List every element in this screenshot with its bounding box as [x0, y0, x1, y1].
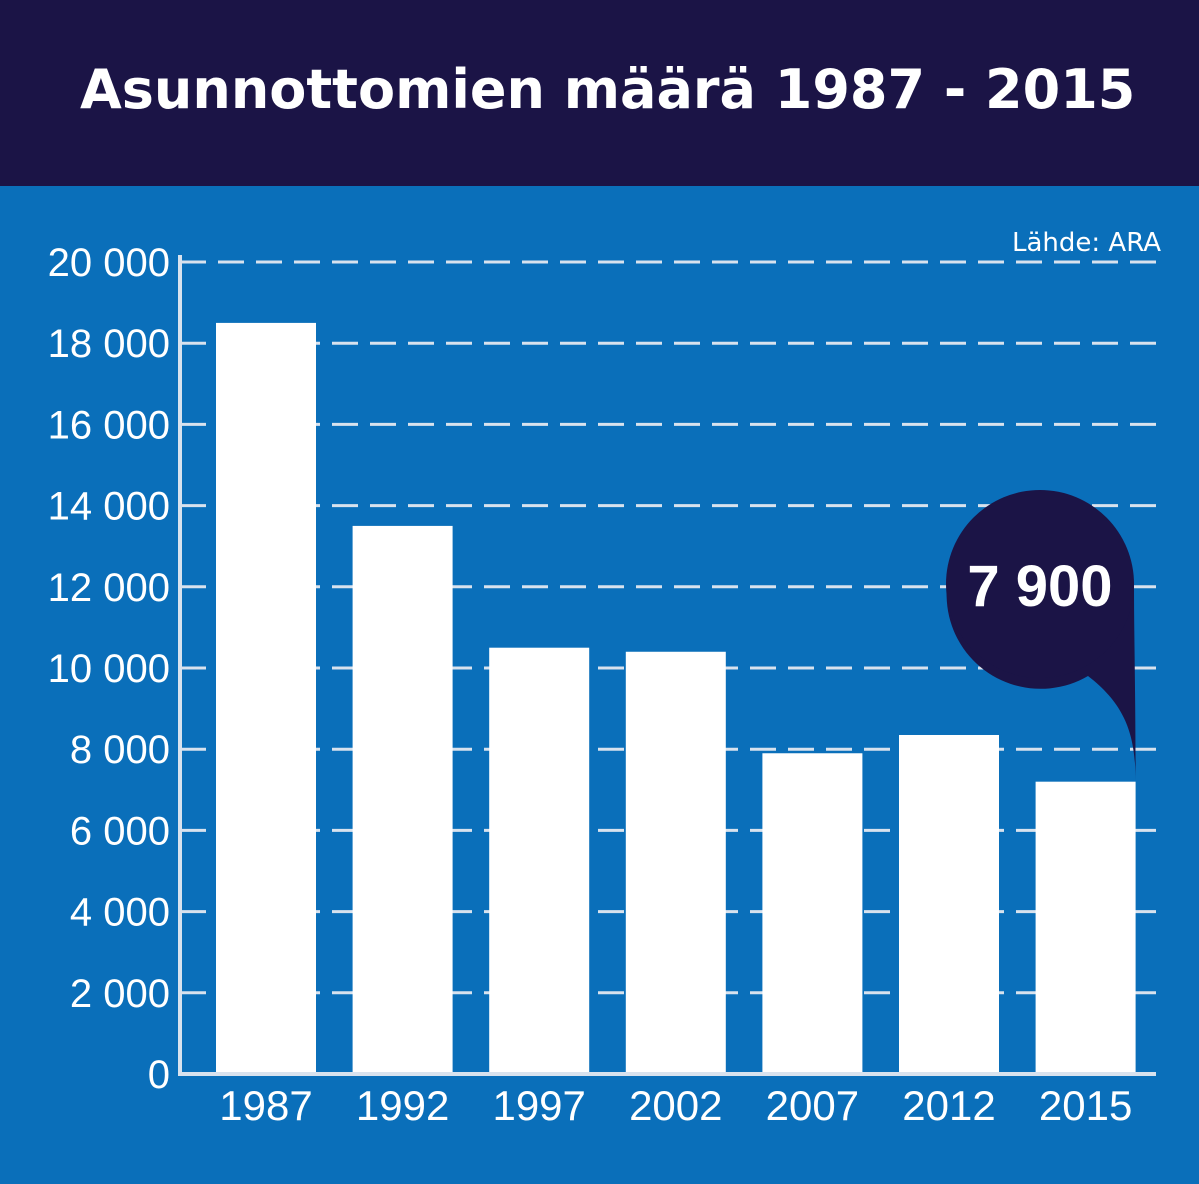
source-label: Lähde: ARA [1011, 228, 1161, 258]
bars [216, 322, 1136, 1074]
y-tick-label: 2 000 [70, 972, 170, 1016]
bar [762, 753, 863, 1074]
y-tick-label: 4 000 [70, 891, 170, 935]
value-callout: 7 900 [946, 490, 1136, 782]
y-tick-label: 8 000 [70, 728, 170, 772]
header-bar: Asunnottomien määrä 1987 - 2015 [0, 0, 1199, 186]
y-tick-labels: 0 2 000 4 000 6 000 8 000 10 000 12 000 14 000 1… [48, 241, 170, 1097]
bar [899, 734, 999, 1074]
x-tick-label: 1992 [356, 1082, 449, 1129]
bar [1035, 781, 1136, 1074]
callout-bubble [946, 490, 1134, 678]
axes [178, 255, 1156, 1076]
bar [216, 322, 316, 1074]
y-tick-label: 10 000 [48, 647, 170, 691]
chart-title: Asunnottomien määrä 1987 - 2015 [80, 58, 1136, 121]
x-tick-label: 2012 [902, 1082, 995, 1129]
x-tick-label: 1997 [492, 1082, 585, 1129]
bar [625, 651, 726, 1074]
y-tick-label: 6 000 [70, 809, 170, 853]
x-tick-label: 2007 [766, 1082, 859, 1129]
y-tick-label: 14 000 [48, 485, 170, 529]
x-tick-label: 2002 [629, 1082, 722, 1129]
y-tick-label: 12 000 [48, 566, 170, 610]
y-tick-label: 16 000 [48, 403, 170, 447]
x-tick-label: 1987 [219, 1082, 312, 1129]
x-tick-label: 2015 [1039, 1082, 1132, 1129]
bar [489, 647, 590, 1074]
bar [352, 525, 453, 1074]
y-tick-label: 18 000 [48, 322, 170, 366]
callout-value: 7 900 [967, 554, 1112, 619]
y-tick-label: 20 000 [48, 241, 170, 285]
bar-chart: 0 2 000 4 000 6 000 8 000 10 000 12 000 14 000 1… [48, 241, 1162, 1129]
x-tick-labels: 1987 1992 1997 2002 2007 2012 2015 [219, 1082, 1132, 1129]
y-tick-label: 0 [148, 1053, 170, 1097]
